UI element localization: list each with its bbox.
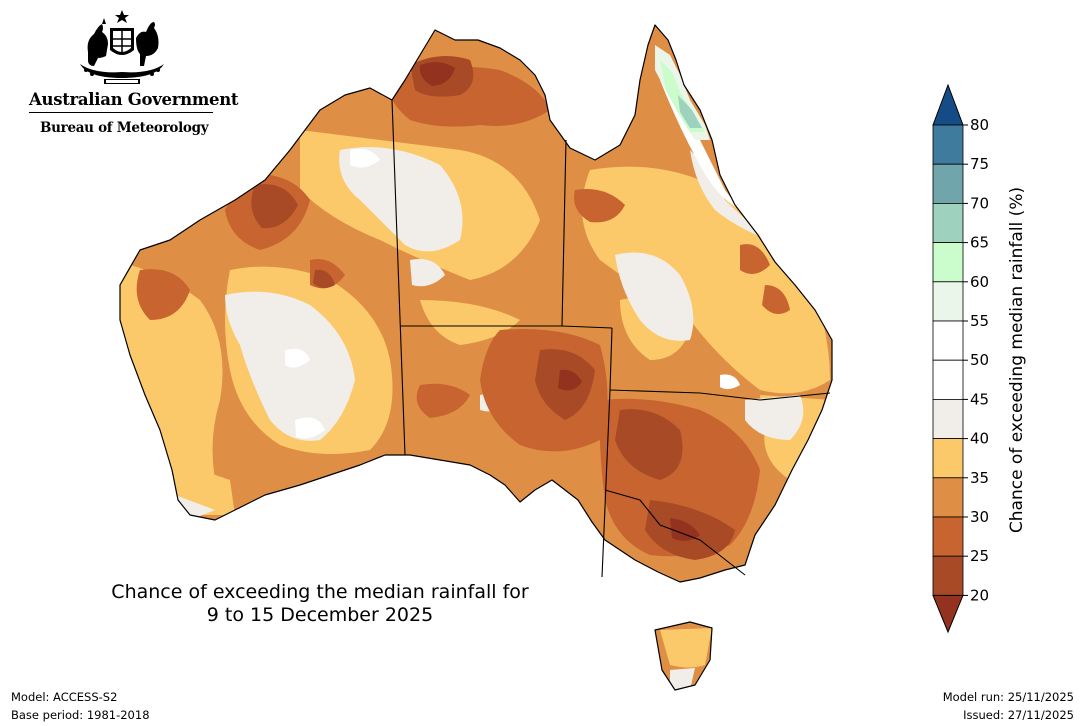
- colorbar-ticks: 80 75 70 65 60 55 50 45 40 35 30 25 20: [963, 116, 989, 604]
- agency-name: Bureau of Meteorology: [40, 120, 209, 136]
- colorbar-bands: [932, 124, 964, 596]
- colorbar-label: Chance of exceeding median rainfall (%): [1007, 187, 1027, 533]
- colorbar-tick-label: 20: [970, 586, 989, 604]
- colorbar-tick-label: 45: [970, 390, 989, 408]
- bom-logo: Australian Government Bureau of Meteorol…: [22, 8, 239, 142]
- base-period: Base period: 1981-2018: [11, 708, 150, 722]
- band-55-60: [932, 281, 964, 322]
- colorbar-legend: 80 75 70 65 60 55 50 45 40 35 30 25 20 Chance of exc…: [932, 83, 1027, 634]
- colorbar-tick-label: 70: [970, 194, 989, 212]
- issued-date: Issued: 27/11/2025: [963, 708, 1074, 722]
- government-name: Australian Government: [29, 90, 239, 109]
- footer-right: Model run: 25/11/2025 Issued: 27/11/2025: [943, 688, 1074, 724]
- band-25-30: [932, 516, 964, 557]
- colorbar-tick-label: 50: [970, 351, 989, 369]
- footer-left: Model: ACCESS-S2 Base period: 1981-2018: [11, 688, 150, 724]
- colorbar-tick-label: 30: [970, 508, 989, 526]
- colorbar-tick-label: 40: [970, 430, 989, 448]
- band-60-65: [932, 242, 964, 283]
- map-title: Chance of exceeding the median rainfall …: [70, 581, 570, 627]
- colorbar-extend-high: [932, 83, 964, 126]
- coat-of-arms-icon: [80, 10, 164, 84]
- colorbar-tick-label: 35: [970, 469, 989, 487]
- map-title-line2: 9 to 15 December 2025: [206, 604, 434, 626]
- colorbar-extend-low: [932, 594, 964, 634]
- model-name: Model: ACCESS-S2: [11, 690, 118, 704]
- band-75-80: [932, 124, 964, 165]
- colorbar-tick-label: 75: [970, 155, 989, 173]
- colorbar-tick-label: 55: [970, 312, 989, 330]
- australia-rainfall-map: [119, 24, 833, 691]
- colorbar-tick-label: 65: [970, 234, 989, 252]
- band-35-40: [932, 438, 964, 479]
- band-50-55: [932, 320, 964, 361]
- band-70-75: [932, 163, 964, 204]
- band-30-35: [932, 477, 964, 518]
- colorbar-tick-label: 60: [970, 273, 989, 291]
- band-40-45: [932, 398, 964, 439]
- map-title-line1: Chance of exceeding the median rainfall …: [111, 581, 529, 603]
- model-run-date: Model run: 25/11/2025: [942, 690, 1074, 704]
- band-45-50: [932, 359, 964, 400]
- band-65-70: [932, 203, 964, 244]
- band-20-25: [932, 555, 964, 596]
- colorbar-tick-label: 25: [970, 547, 989, 565]
- colorbar-tick-label: 80: [970, 116, 989, 134]
- logo-divider: [29, 112, 213, 113]
